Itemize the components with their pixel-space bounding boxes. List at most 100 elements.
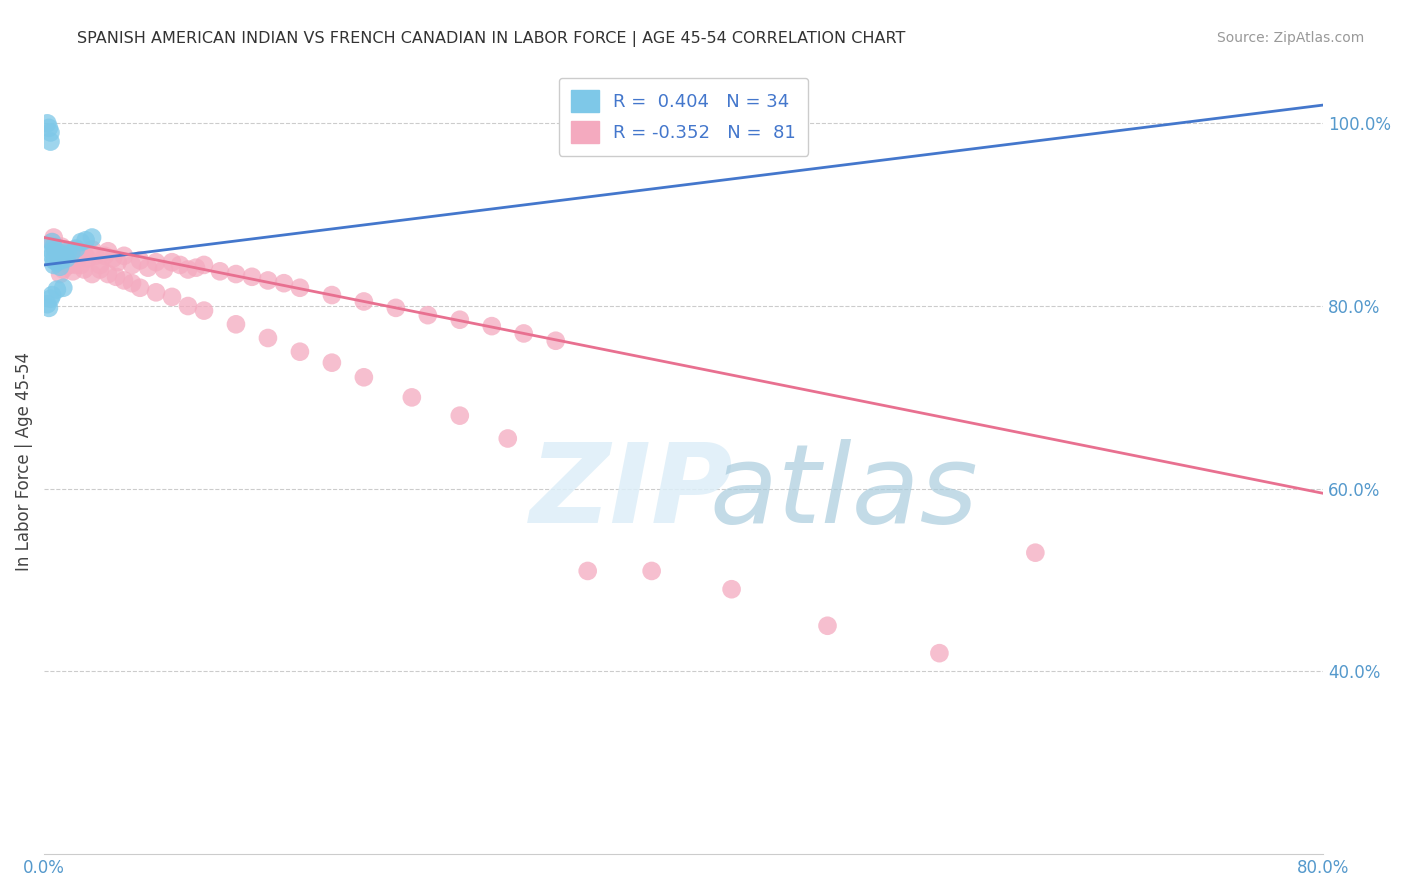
- Point: [121, 276, 143, 290]
- Point: [496, 432, 519, 446]
- Point: [107, 255, 129, 269]
- Point: [160, 255, 183, 269]
- Point: [42, 258, 65, 272]
- Point: [80, 267, 103, 281]
- Point: [94, 249, 117, 263]
- Point: [225, 267, 247, 281]
- Point: [41, 235, 63, 249]
- Point: [37, 297, 59, 311]
- Point: [62, 264, 84, 278]
- Point: [321, 356, 343, 370]
- Point: [928, 646, 950, 660]
- Point: [70, 235, 93, 249]
- Point: [129, 281, 152, 295]
- Point: [44, 243, 66, 257]
- Point: [41, 288, 63, 302]
- Point: [76, 252, 98, 266]
- Point: [288, 281, 311, 295]
- Y-axis label: In Labor Force | Age 45-54: In Labor Force | Age 45-54: [15, 351, 32, 571]
- Point: [52, 249, 75, 263]
- Point: [481, 319, 503, 334]
- Point: [177, 299, 200, 313]
- Point: [56, 244, 79, 259]
- Point: [80, 243, 103, 257]
- Point: [97, 244, 120, 259]
- Legend: R =  0.404   N = 34, R = -0.352   N =  81: R = 0.404 N = 34, R = -0.352 N = 81: [558, 78, 808, 156]
- Point: [52, 262, 75, 277]
- Point: [136, 260, 159, 275]
- Point: [177, 262, 200, 277]
- Point: [51, 253, 73, 268]
- Point: [817, 619, 839, 633]
- Point: [37, 116, 59, 130]
- Point: [62, 252, 84, 266]
- Point: [184, 260, 207, 275]
- Point: [240, 269, 263, 284]
- Point: [449, 409, 471, 423]
- Point: [257, 273, 280, 287]
- Point: [169, 258, 191, 272]
- Point: [42, 253, 65, 268]
- Point: [257, 331, 280, 345]
- Point: [60, 246, 83, 260]
- Point: [53, 243, 76, 257]
- Point: [38, 301, 60, 315]
- Point: [75, 233, 97, 247]
- Point: [73, 262, 96, 277]
- Point: [65, 258, 87, 272]
- Point: [49, 260, 72, 274]
- Point: [42, 240, 65, 254]
- Point: [45, 283, 67, 297]
- Point: [80, 230, 103, 244]
- Point: [208, 264, 231, 278]
- Point: [353, 370, 375, 384]
- Point: [153, 262, 176, 277]
- Point: [44, 252, 66, 266]
- Point: [145, 285, 167, 300]
- Point: [65, 243, 87, 257]
- Point: [39, 135, 62, 149]
- Point: [56, 258, 79, 272]
- Point: [193, 303, 215, 318]
- Point: [273, 276, 295, 290]
- Point: [101, 252, 124, 266]
- Point: [112, 249, 135, 263]
- Point: [401, 390, 423, 404]
- Point: [65, 242, 87, 256]
- Point: [513, 326, 536, 341]
- Point: [60, 249, 83, 263]
- Point: [48, 249, 70, 263]
- Point: [53, 249, 76, 263]
- Point: [41, 249, 63, 263]
- Point: [42, 230, 65, 244]
- Point: [44, 246, 66, 260]
- Point: [73, 246, 96, 260]
- Point: [129, 253, 152, 268]
- Text: atlas: atlas: [709, 439, 977, 546]
- Point: [1024, 546, 1046, 560]
- Point: [39, 126, 62, 140]
- Point: [112, 273, 135, 287]
- Point: [45, 249, 67, 263]
- Point: [48, 252, 70, 266]
- Point: [576, 564, 599, 578]
- Point: [288, 344, 311, 359]
- Point: [640, 564, 662, 578]
- Point: [97, 267, 120, 281]
- Point: [41, 244, 63, 259]
- Point: [84, 249, 107, 263]
- Text: SPANISH AMERICAN INDIAN VS FRENCH CANADIAN IN LABOR FORCE | AGE 45-54 CORRELATIO: SPANISH AMERICAN INDIAN VS FRENCH CANADI…: [77, 31, 905, 47]
- Point: [41, 235, 63, 249]
- Point: [52, 249, 75, 263]
- Point: [385, 301, 408, 315]
- Point: [45, 255, 67, 269]
- Point: [321, 288, 343, 302]
- Point: [51, 240, 73, 254]
- Point: [416, 308, 439, 322]
- Point: [52, 281, 75, 295]
- Point: [225, 318, 247, 332]
- Point: [56, 246, 79, 260]
- Point: [39, 292, 62, 306]
- Point: [105, 269, 128, 284]
- Point: [89, 262, 111, 277]
